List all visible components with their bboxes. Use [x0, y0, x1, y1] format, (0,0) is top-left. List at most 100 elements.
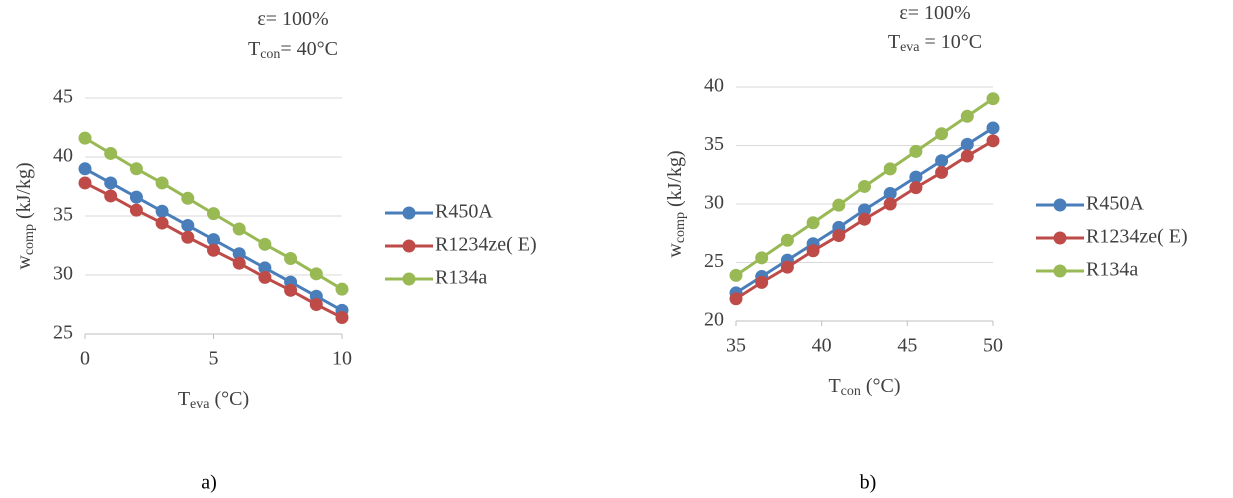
annotation: ε= 100%	[899, 2, 970, 24]
marker	[883, 162, 897, 176]
x-axis-label-sub: eva	[190, 397, 210, 412]
y-tick-label: 35	[704, 133, 724, 155]
marker	[960, 109, 974, 123]
legend-marker	[402, 206, 416, 220]
marker	[181, 230, 195, 244]
marker	[935, 165, 949, 179]
marker	[858, 179, 871, 193]
y-axis-label-main: w	[13, 255, 35, 270]
annotation-rest: = 10°C	[920, 31, 983, 53]
y-tick-label: 40	[704, 75, 724, 97]
marker	[104, 176, 118, 190]
marker	[960, 149, 974, 163]
marker	[806, 216, 820, 230]
y-tick-label: 30	[704, 192, 724, 214]
marker	[104, 189, 118, 203]
marker	[986, 134, 1000, 148]
x-axis-label-rest: (°C)	[209, 388, 249, 410]
legend-label: R450A	[435, 201, 493, 223]
annotation: Tcon= 40°C	[248, 38, 338, 63]
marker	[335, 310, 349, 324]
y-axis-label: wcomp (kJ/kg)	[13, 162, 38, 269]
marker	[155, 176, 169, 190]
annotation-sub: con	[260, 47, 280, 62]
y-axis-label: wcomp (kJ/kg)	[664, 150, 689, 257]
x-tick-label: 10	[332, 348, 352, 370]
annotation: Teva = 10°C	[888, 31, 982, 56]
marker	[780, 260, 794, 274]
marker	[258, 237, 272, 251]
marker	[78, 131, 92, 145]
marker	[207, 233, 220, 247]
marker	[181, 191, 195, 205]
x-axis-label-sub: con	[841, 384, 861, 399]
marker	[909, 170, 923, 184]
y-tick-label: 20	[704, 309, 724, 331]
marker	[309, 298, 323, 311]
marker	[960, 137, 974, 151]
annotation: ε= 100%	[257, 8, 328, 30]
legend-label: R1234ze( E)	[435, 234, 537, 256]
caption: b)	[860, 472, 877, 494]
marker	[729, 292, 743, 306]
marker	[232, 256, 246, 270]
marker	[883, 197, 897, 211]
marker	[155, 216, 169, 230]
marker	[909, 144, 923, 158]
x-tick-label: 40	[812, 335, 832, 357]
marker	[129, 162, 143, 176]
marker	[284, 251, 298, 265]
marker	[858, 203, 871, 217]
annotation-main: T	[888, 31, 900, 53]
annotation-main: ε= 100%	[257, 8, 328, 30]
marker	[729, 268, 743, 282]
marker	[832, 229, 846, 243]
x-axis-label: Tcon (°C)	[828, 375, 900, 400]
legend-marker	[402, 272, 416, 286]
marker	[129, 190, 143, 204]
x-axis-label-main: T	[828, 375, 840, 397]
x-tick-label: 45	[897, 335, 917, 357]
legend-marker	[1053, 264, 1067, 278]
marker	[309, 267, 323, 281]
marker	[335, 282, 349, 296]
marker	[78, 162, 92, 176]
marker	[986, 92, 1000, 106]
legend-label: R450A	[1086, 193, 1144, 215]
caption: a)	[201, 472, 217, 494]
annotation-sub: eva	[900, 40, 920, 55]
marker	[258, 270, 272, 284]
marker	[78, 176, 92, 190]
marker	[935, 127, 949, 141]
x-tick-label: 35	[726, 335, 746, 357]
marker	[832, 198, 846, 212]
y-tick-label: 30	[53, 263, 73, 285]
x-axis-label-main: T	[178, 388, 190, 410]
y-axis-label-sub: comp	[673, 212, 688, 243]
annotation-main: T	[248, 38, 260, 60]
x-tick-label: 50	[983, 335, 1003, 357]
legend-label: R134a	[435, 267, 487, 289]
marker	[181, 218, 195, 232]
marker	[258, 261, 272, 275]
marker	[207, 243, 220, 257]
x-tick-label: 5	[209, 348, 219, 370]
y-axis-label-sub: comp	[22, 224, 37, 255]
y-axis-label-rest: (kJ/kg)	[664, 150, 686, 212]
legend-label: R1234ze( E)	[1086, 226, 1188, 248]
y-tick-label: 35	[53, 204, 73, 226]
legend-marker	[402, 239, 416, 253]
marker	[806, 244, 820, 258]
y-tick-label: 25	[53, 322, 73, 344]
marker	[755, 275, 769, 289]
legend-label: R134a	[1086, 259, 1138, 281]
marker	[129, 203, 143, 217]
annotation-rest: = 40°C	[280, 38, 338, 60]
marker	[232, 247, 246, 261]
legend-marker	[1053, 198, 1067, 212]
marker	[780, 233, 794, 247]
marker	[986, 121, 1000, 135]
marker	[104, 146, 118, 160]
y-axis-label-rest: (kJ/kg)	[13, 162, 35, 224]
